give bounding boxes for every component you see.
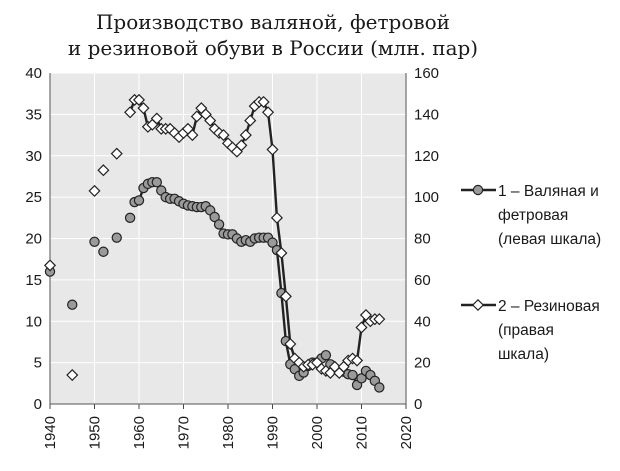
left-tick-label: 35 <box>25 106 42 123</box>
right-tick-label: 0 <box>414 396 422 413</box>
chart-title: Производство валяной, фетровой и резинов… <box>68 10 478 60</box>
series-1-point <box>67 299 78 310</box>
series-1-point <box>320 349 332 361</box>
x-tick-label: 2020 <box>398 416 415 449</box>
legend: 1 – Валяная и фетровая (левая шкала) 2 – Ре… <box>461 183 601 363</box>
legend-label: шкала) <box>498 346 549 363</box>
right-tick-label: 80 <box>414 231 431 248</box>
legend-swatch-marker <box>471 298 485 312</box>
series-2-point <box>204 114 217 127</box>
legend-label: 1 – Валяная и <box>498 183 599 200</box>
series-1-point <box>209 211 220 223</box>
chart-title-line-2: и резиновой обуви в России (млн. пар) <box>68 36 478 60</box>
x-tick-label: 1940 <box>42 416 59 449</box>
right-tick-label: 100 <box>414 189 439 206</box>
series-1-point <box>89 236 100 248</box>
series-2-point <box>186 129 199 142</box>
series-2-point <box>284 337 297 351</box>
series-2 <box>43 93 386 382</box>
left-tick-label: 15 <box>25 272 42 289</box>
series-2-point <box>43 259 57 272</box>
left-tick-label: 10 <box>25 313 42 330</box>
series-2-point <box>270 211 283 224</box>
series-2-point <box>124 106 137 119</box>
series-1-point <box>347 369 358 381</box>
series-2-point <box>132 93 146 106</box>
left-tick-label: 5 <box>34 355 42 372</box>
series-1-point <box>133 195 145 206</box>
series-2-point <box>262 106 275 119</box>
series-2-point <box>373 313 386 326</box>
x-tick-label: 1990 <box>265 416 282 449</box>
chart-title-line-1: Производство валяной, фетровой <box>96 10 450 34</box>
left-tick-label: 20 <box>25 231 42 248</box>
series-2-point <box>110 147 123 160</box>
series-1-point <box>267 237 278 248</box>
gridlines <box>50 72 406 404</box>
legend-label: (левая шкала) <box>498 231 601 248</box>
series-1-point <box>213 219 225 230</box>
series-1-point <box>124 212 136 224</box>
series-2-point <box>66 368 79 382</box>
x-tick-label: 1960 <box>131 416 148 449</box>
x-tick-label: 1980 <box>220 416 237 449</box>
x-tick-label: 1950 <box>87 416 104 449</box>
series-2-point <box>239 129 252 142</box>
series-1-point <box>151 177 162 188</box>
series-2-point <box>244 114 257 127</box>
series-1-point <box>98 246 109 257</box>
series-2-point <box>351 354 364 367</box>
left-tick-label: 40 <box>25 65 42 82</box>
series-2-point <box>266 143 279 156</box>
right-tick-label: 120 <box>414 148 439 165</box>
series <box>43 93 386 393</box>
series-2-point <box>137 102 150 115</box>
series-2-point <box>355 321 368 334</box>
series-1 <box>44 177 385 393</box>
right-tick-label: 40 <box>414 313 431 330</box>
x-tick-label: 2010 <box>354 416 371 449</box>
right-tick-label: 140 <box>414 106 439 123</box>
series-2-point <box>279 290 292 303</box>
series-2-point <box>150 112 163 125</box>
series-1-point <box>111 232 122 243</box>
series-2-point <box>257 95 270 109</box>
left-tick-label: 0 <box>34 396 42 413</box>
x-tick-label: 1970 <box>176 416 193 449</box>
left-tick-label: 25 <box>25 189 42 206</box>
legend-item-2: 2 – Резиновая (правая шкала) <box>461 298 600 363</box>
series-2-point <box>235 139 248 152</box>
legend-label: фетровая <box>498 207 568 224</box>
right-tick-label: 160 <box>414 65 439 82</box>
right-tick-label: 20 <box>414 355 431 372</box>
legend-label: (правая <box>498 322 554 339</box>
right-tick-label: 60 <box>414 272 431 289</box>
series-2-point <box>97 164 110 177</box>
x-tick-label: 2000 <box>309 416 326 449</box>
axes: 0 5 10 15 20 25 30 35 40 1940 1950 1960 1970 1980 1990… <box>25 65 439 449</box>
series-2-point <box>217 129 230 142</box>
legend-label: 2 – Резиновая <box>498 298 600 315</box>
legend-swatch-marker <box>472 184 484 196</box>
series-2-point <box>275 246 288 260</box>
series-1-point <box>356 373 367 384</box>
series-1-point <box>374 382 385 393</box>
series-2-point <box>88 184 101 197</box>
legend-item-1: 1 – Валяная и фетровая (левая шкала) <box>461 183 601 248</box>
left-tick-label: 30 <box>25 148 42 165</box>
